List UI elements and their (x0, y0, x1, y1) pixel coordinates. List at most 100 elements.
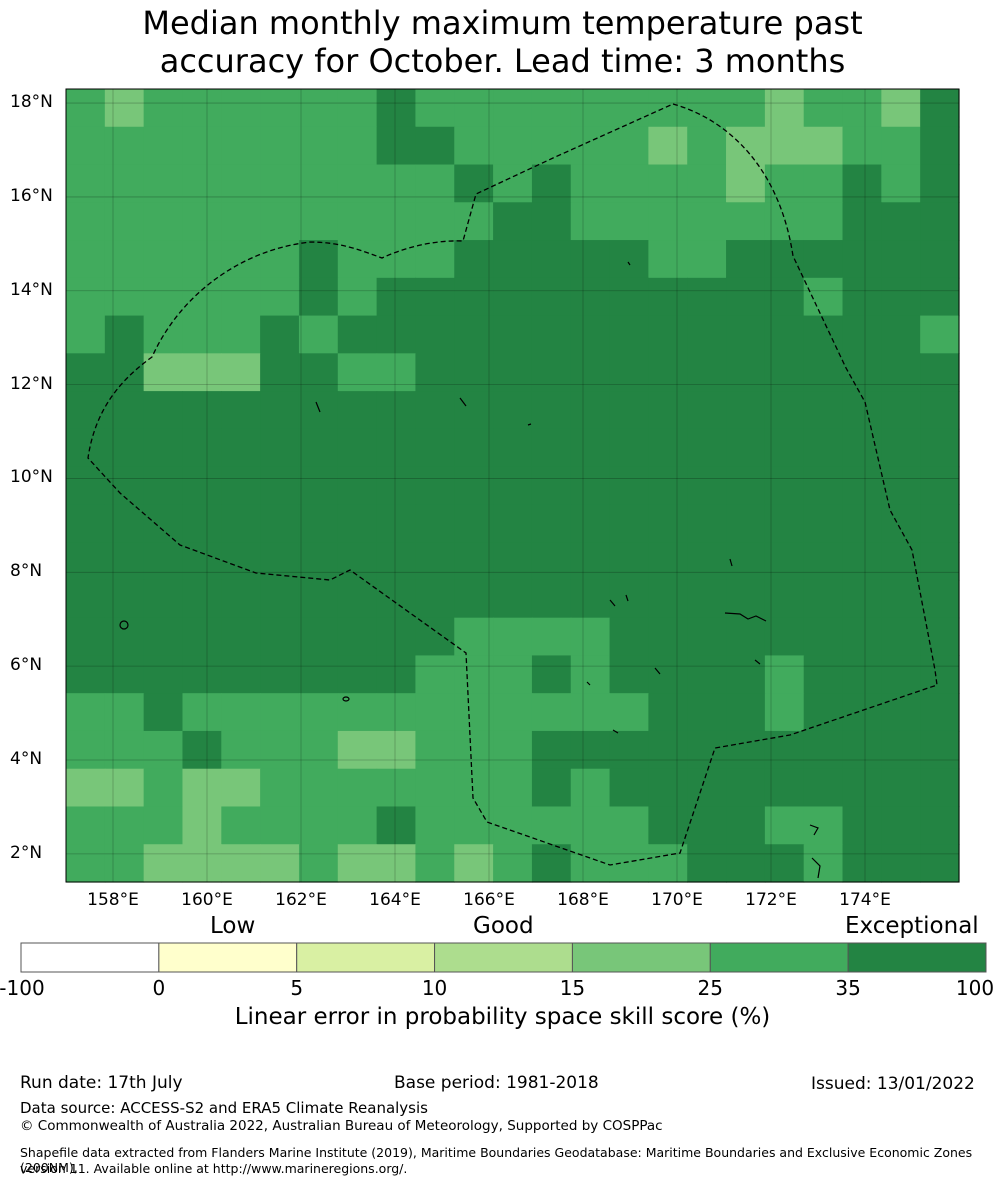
grid-cell (298, 844, 339, 883)
grid-cell (415, 353, 455, 392)
grid-cell (454, 579, 494, 619)
grid-cell (221, 277, 261, 317)
grid-cell (726, 428, 766, 468)
grid-cell (104, 164, 145, 203)
category-low: Low (210, 913, 256, 939)
category-good: Good (473, 913, 534, 939)
grid-cell (260, 504, 300, 543)
skill-score-map (65, 88, 960, 883)
grid-cell (182, 428, 222, 468)
longitude-label: 168°E (557, 890, 609, 910)
grid-cell (803, 89, 844, 128)
grid-cell (531, 730, 572, 770)
grid-cell (182, 693, 222, 732)
grid-cell (376, 391, 417, 430)
grid-cell (221, 89, 261, 128)
issued-date: Issued: 13/01/2022 (811, 1074, 975, 1094)
colorbar-bound-label: 10 (421, 976, 448, 1000)
grid-cell (298, 542, 339, 581)
grid-cell (726, 391, 766, 430)
grid-cell (687, 693, 727, 732)
grid-cell (726, 504, 766, 543)
grid-cell (182, 579, 222, 619)
latitude-label: 4°N (10, 749, 43, 769)
colorbar-segment (434, 942, 573, 973)
latitude-label: 12°N (10, 373, 53, 394)
grid-cell (726, 240, 766, 279)
grid-cell (182, 768, 222, 808)
grid-cell (803, 655, 844, 694)
grid-cell (920, 315, 960, 354)
grid-cell (454, 315, 494, 354)
grid-cell (764, 277, 805, 317)
grid-cell (298, 466, 339, 505)
grid-cell (376, 617, 417, 657)
grid-cell (454, 806, 494, 845)
grid-cell (298, 768, 339, 808)
grid-cell (454, 202, 494, 241)
grid-cell (66, 579, 106, 619)
grid-cell (104, 277, 145, 317)
colorbar-bound-label: 5 (290, 976, 304, 1000)
grid-cell (920, 240, 960, 279)
colorbar-bound-label: 0 (152, 976, 166, 1000)
grid-cell (415, 730, 455, 770)
grid-cell (104, 428, 145, 468)
grid-cell (764, 202, 805, 241)
grid-cell (648, 391, 688, 430)
grid-cell (66, 844, 106, 883)
grid-cell (609, 428, 649, 468)
grid-cell (764, 693, 805, 732)
grid-cell (376, 202, 417, 241)
grid-cell (221, 202, 261, 241)
grid-cell (337, 202, 378, 241)
grid-cell (648, 617, 688, 657)
grid-cell (376, 126, 417, 166)
grid-cell (143, 579, 184, 619)
grid-cell (764, 806, 805, 845)
grid-cell (570, 579, 611, 619)
grid-cell (143, 806, 184, 845)
grid-cell (609, 89, 649, 128)
grid-cell (221, 693, 261, 732)
grid-cell (415, 579, 455, 619)
grid-cell (842, 579, 882, 619)
grid-cell (298, 164, 339, 203)
grid-cell (298, 315, 339, 354)
grid-cell (143, 164, 184, 203)
grid-cell (570, 617, 611, 657)
grid-cell (415, 466, 455, 505)
grid-cell (260, 126, 300, 166)
grid-cell (260, 240, 300, 279)
grid-cell (493, 240, 533, 279)
grid-cell (260, 391, 300, 430)
grid-cell (687, 844, 727, 883)
grid-cell (842, 315, 882, 354)
grid-cell (143, 844, 184, 883)
grid-cell (726, 277, 766, 317)
grid-cell (648, 164, 688, 203)
grid-cell (803, 391, 844, 430)
grid-cell (221, 655, 261, 694)
grid-cell (531, 693, 572, 732)
grid-cell (726, 655, 766, 694)
grid-cell (143, 126, 184, 166)
grid-cell (764, 126, 805, 166)
grid-cell (260, 277, 300, 317)
longitude-label: 166°E (463, 890, 515, 910)
grid-cell (570, 315, 611, 354)
grid-cell (66, 693, 106, 732)
grid-cell (609, 277, 649, 317)
grid-cell (842, 844, 882, 883)
grid-cell (687, 579, 727, 619)
grid-cell (66, 428, 106, 468)
grid-cell (881, 202, 921, 241)
longitude-label: 170°E (651, 890, 703, 910)
grid-cell (454, 277, 494, 317)
grid-cell (143, 277, 184, 317)
grid-cell (531, 617, 572, 657)
grid-cell (920, 428, 960, 468)
grid-cell (415, 89, 455, 128)
grid-cell (260, 655, 300, 694)
grid-cell (842, 730, 882, 770)
